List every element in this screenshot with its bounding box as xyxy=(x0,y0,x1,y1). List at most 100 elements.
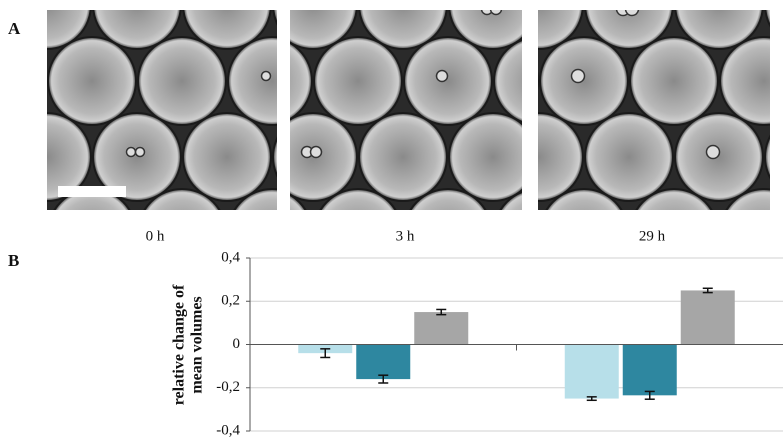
y-axis-label: mean volumes xyxy=(189,296,206,393)
droplet xyxy=(0,189,46,277)
cell xyxy=(37,0,46,5)
droplet xyxy=(635,188,713,210)
bar xyxy=(622,344,677,396)
droplet xyxy=(0,37,46,125)
cell xyxy=(307,0,316,5)
cell xyxy=(361,224,370,233)
droplet xyxy=(674,112,764,202)
scale-bar xyxy=(58,186,126,197)
cell xyxy=(91,224,100,233)
droplet xyxy=(319,188,397,210)
droplet xyxy=(499,190,522,210)
cell xyxy=(480,10,494,16)
cell xyxy=(435,69,449,83)
droplet xyxy=(92,112,182,202)
droplet xyxy=(272,10,277,26)
cell xyxy=(82,224,91,233)
droplet xyxy=(53,188,131,210)
cell xyxy=(570,68,586,84)
droplet xyxy=(0,0,1,49)
droplet xyxy=(290,41,313,121)
droplet xyxy=(182,112,272,202)
micrograph xyxy=(0,0,370,277)
droplet xyxy=(137,36,227,126)
droplet xyxy=(584,112,674,202)
micrographs xyxy=(0,0,770,277)
droplet xyxy=(764,134,770,180)
cell xyxy=(352,224,361,233)
y-tick-label: 0,4 xyxy=(221,249,240,265)
droplet xyxy=(538,112,584,202)
cell xyxy=(624,10,640,17)
y-tick-label: -0,2 xyxy=(216,379,240,395)
droplet xyxy=(290,10,358,50)
y-axis-label: relative change of xyxy=(171,284,188,405)
cell xyxy=(125,146,137,158)
droplet xyxy=(227,36,277,126)
droplet xyxy=(143,188,221,210)
cell xyxy=(482,0,493,6)
cell xyxy=(1,72,10,81)
droplet xyxy=(409,188,487,210)
droplet xyxy=(0,113,1,201)
droplet xyxy=(182,10,272,50)
droplet xyxy=(493,38,522,124)
droplet xyxy=(290,193,307,210)
bar xyxy=(564,344,619,399)
droplet xyxy=(47,36,137,126)
y-tick-label: 0 xyxy=(233,336,241,352)
droplet xyxy=(313,36,403,126)
droplet xyxy=(539,36,629,126)
droplet xyxy=(674,10,764,50)
droplet xyxy=(764,10,770,28)
droplet xyxy=(629,36,719,126)
cell xyxy=(491,0,502,6)
y-tick-label: -0,4 xyxy=(216,422,240,437)
droplet xyxy=(448,112,522,202)
cell xyxy=(527,223,538,234)
cell xyxy=(257,232,268,243)
bar xyxy=(680,290,735,345)
cell xyxy=(212,0,223,6)
droplet xyxy=(358,112,448,202)
droplet xyxy=(584,10,674,50)
bar xyxy=(356,344,411,380)
cell xyxy=(257,223,268,234)
cell xyxy=(309,145,323,159)
micrograph xyxy=(538,0,770,235)
droplet xyxy=(47,112,92,202)
droplet xyxy=(358,10,448,50)
cell xyxy=(82,233,91,242)
droplet xyxy=(725,188,770,210)
droplet xyxy=(290,112,358,202)
droplet xyxy=(47,10,92,50)
panel-label: A xyxy=(8,19,21,38)
droplet xyxy=(233,188,277,210)
cell xyxy=(617,0,630,7)
cell xyxy=(134,146,146,158)
bar xyxy=(414,312,469,345)
cell xyxy=(705,144,721,160)
droplet xyxy=(92,10,182,50)
cell xyxy=(626,0,639,7)
droplet xyxy=(538,10,584,50)
cell xyxy=(266,223,277,234)
panel-label: B xyxy=(8,251,19,270)
cell xyxy=(489,10,503,16)
droplet xyxy=(545,188,623,210)
cell xyxy=(536,223,547,234)
droplet xyxy=(719,36,770,126)
image-caption: 0 h xyxy=(146,228,165,244)
image-caption: 3 h xyxy=(396,228,415,244)
y-tick-label: 0,2 xyxy=(221,293,240,309)
droplet xyxy=(448,10,522,50)
micrograph xyxy=(212,0,547,243)
cell xyxy=(671,222,684,235)
image-caption: 29 h xyxy=(639,228,666,244)
cell xyxy=(0,72,1,81)
cell xyxy=(260,70,272,82)
droplet xyxy=(272,136,277,178)
cell xyxy=(316,0,325,5)
droplet xyxy=(403,36,493,126)
